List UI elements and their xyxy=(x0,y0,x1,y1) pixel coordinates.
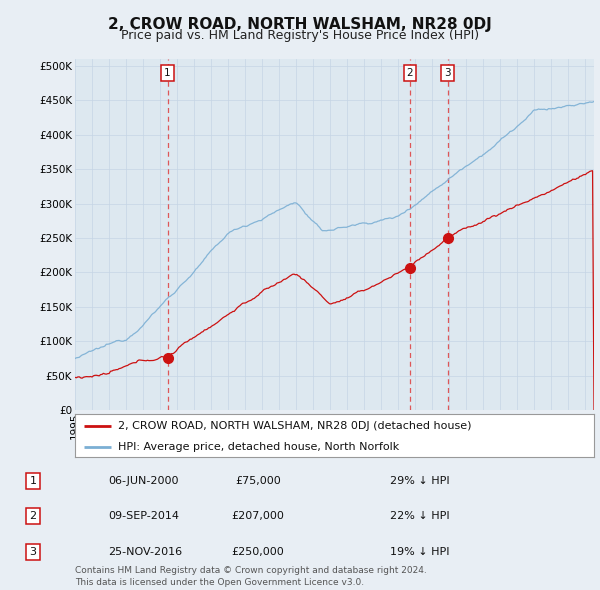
Text: 19% ↓ HPI: 19% ↓ HPI xyxy=(390,547,449,556)
Text: 3: 3 xyxy=(445,68,451,78)
Text: 22% ↓ HPI: 22% ↓ HPI xyxy=(390,512,449,521)
Text: 06-JUN-2000: 06-JUN-2000 xyxy=(108,476,179,486)
Text: 25-NOV-2016: 25-NOV-2016 xyxy=(108,547,182,556)
Text: 1: 1 xyxy=(164,68,171,78)
Text: 2: 2 xyxy=(407,68,413,78)
Text: 3: 3 xyxy=(29,547,37,556)
Text: 2: 2 xyxy=(29,512,37,521)
Text: HPI: Average price, detached house, North Norfolk: HPI: Average price, detached house, Nort… xyxy=(118,442,399,452)
Text: 2, CROW ROAD, NORTH WALSHAM, NR28 0DJ: 2, CROW ROAD, NORTH WALSHAM, NR28 0DJ xyxy=(108,17,492,31)
Text: 2, CROW ROAD, NORTH WALSHAM, NR28 0DJ (detached house): 2, CROW ROAD, NORTH WALSHAM, NR28 0DJ (d… xyxy=(118,421,471,431)
Text: 09-SEP-2014: 09-SEP-2014 xyxy=(108,512,179,521)
Text: £207,000: £207,000 xyxy=(232,512,284,521)
Text: Price paid vs. HM Land Registry's House Price Index (HPI): Price paid vs. HM Land Registry's House … xyxy=(121,30,479,42)
Text: 1: 1 xyxy=(29,476,37,486)
Text: 29% ↓ HPI: 29% ↓ HPI xyxy=(390,476,449,486)
Text: £250,000: £250,000 xyxy=(232,547,284,556)
Text: Contains HM Land Registry data © Crown copyright and database right 2024.
This d: Contains HM Land Registry data © Crown c… xyxy=(75,566,427,587)
Text: £75,000: £75,000 xyxy=(235,476,281,486)
